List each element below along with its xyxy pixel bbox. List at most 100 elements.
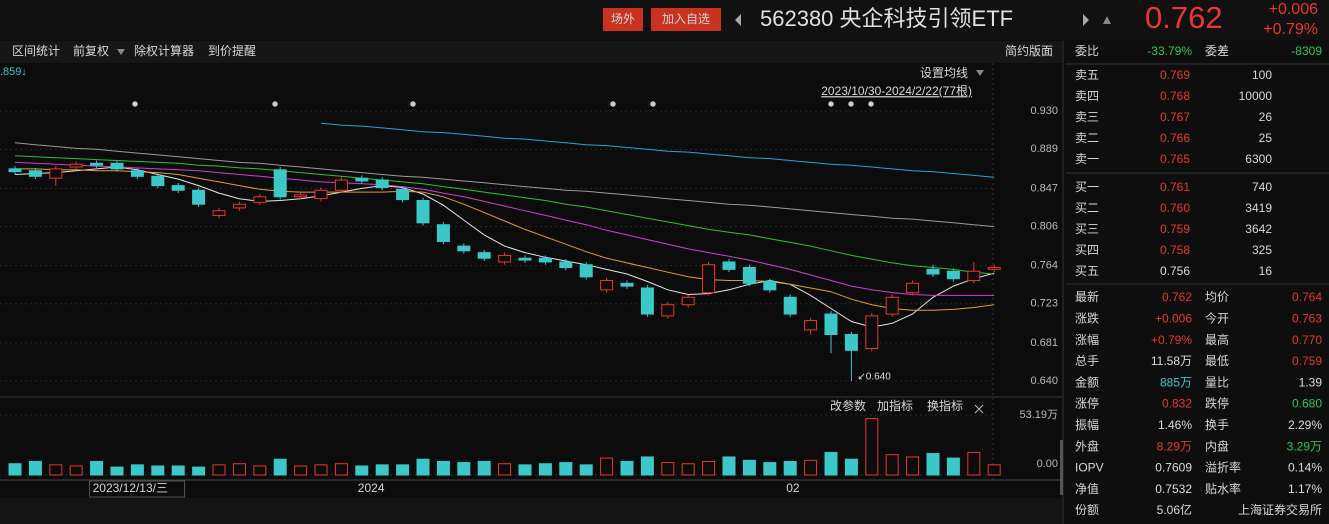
market-button-label[interactable]: 场外: [611, 12, 635, 26]
volume-bar: [212, 464, 226, 476]
indicator-button[interactable]: 加指标: [877, 398, 913, 413]
stat-label: 涨停: [1075, 396, 1099, 411]
stat-label: 金额: [1075, 374, 1099, 389]
volume-bar: [926, 453, 940, 476]
volume-bar: [457, 462, 471, 476]
book-volume: 3419: [1245, 201, 1272, 215]
toolbar-item[interactable]: 区间统计: [12, 44, 60, 58]
candle-body: [130, 170, 144, 177]
indicator-button[interactable]: 换指标: [927, 398, 963, 413]
candle-body: [722, 261, 736, 270]
book-price: 0.756: [1160, 264, 1190, 278]
change: +0.006: [1269, 1, 1318, 18]
stat-value: 8.29万: [1157, 439, 1192, 453]
volume-bar: [538, 463, 552, 476]
y-tick-label: 0.847: [1030, 182, 1058, 194]
scrollbar[interactable]: [0, 498, 1062, 524]
candle-body: [926, 268, 940, 275]
candle-body: [436, 224, 450, 242]
stat-value: 0.14%: [1288, 461, 1322, 475]
book-label: 卖四: [1075, 89, 1099, 103]
y-tick-label: 0.930: [1030, 105, 1058, 117]
volume-bar: [436, 460, 450, 476]
prev-arrow[interactable]: [735, 14, 741, 26]
alert-icon[interactable]: [1103, 16, 1111, 24]
side-panel: [1064, 41, 1329, 524]
candle-body: [90, 162, 104, 166]
market-button[interactable]: [603, 8, 643, 31]
next-arrow[interactable]: [1083, 14, 1089, 26]
volume-bar: [559, 462, 573, 476]
candle-body: [742, 267, 756, 284]
layout-button[interactable]: 简约版面: [1005, 43, 1053, 58]
stat-value: 0.7609: [1155, 461, 1192, 475]
volume-bar: [702, 460, 716, 476]
ma-line: [15, 168, 995, 311]
candle-body: [253, 196, 267, 203]
book-price: 0.759: [1160, 222, 1190, 236]
stat-label: 最高: [1205, 332, 1229, 347]
candle-body: [396, 188, 410, 201]
volume-bar: [232, 463, 246, 476]
book-volume: 325: [1252, 243, 1272, 257]
book-label: 买四: [1075, 243, 1099, 257]
candle-body: [620, 282, 634, 287]
volume-bar: [314, 464, 328, 476]
stat-value: 5.06亿: [1157, 502, 1192, 517]
book-volume: 25: [1259, 131, 1273, 145]
book-label: 买三: [1075, 222, 1099, 236]
watch-button-label[interactable]: 加入自选: [662, 12, 710, 26]
y-tick-label: 0.889: [1030, 143, 1058, 155]
volume-bar: [69, 465, 83, 476]
ma-dropdown[interactable]: [976, 70, 984, 76]
volume-bar: [661, 462, 675, 476]
candle-body: [416, 200, 430, 224]
book-label: 买二: [1075, 201, 1099, 215]
candle-body: [375, 179, 389, 188]
volume-bar: [273, 458, 287, 476]
candle-body: [192, 189, 206, 205]
indicator-button[interactable]: 改参数: [830, 398, 866, 413]
toolbar-item[interactable]: 到价提醒: [208, 43, 256, 58]
book-volume: 100: [1252, 68, 1272, 82]
book-label: 买一: [1075, 180, 1099, 194]
candle-body: [110, 162, 124, 170]
volume-bar: [49, 464, 63, 476]
candle-body: [498, 254, 512, 263]
ma-line: [14, 142, 995, 228]
stat-value: 0.759: [1292, 354, 1322, 368]
stat-value: 1.46%: [1158, 418, 1192, 432]
stars: [132, 101, 874, 107]
book-label: 买五: [1075, 264, 1099, 278]
stat-value: +0.006: [1155, 311, 1192, 325]
candle-body: [314, 189, 328, 200]
stat-label: 最新: [1075, 289, 1099, 304]
candle-body: [212, 210, 226, 216]
ma-setting[interactable]: 设置均线: [920, 66, 968, 80]
candle-body: [783, 296, 797, 315]
candle-body: [661, 304, 675, 317]
watch-button[interactable]: [651, 8, 721, 31]
candle-body: [232, 203, 246, 209]
stat-value: 0.762: [1162, 290, 1192, 304]
candle-body: [334, 179, 348, 191]
scroll-thumb[interactable]: [1060, 440, 1063, 495]
candle-body: [273, 169, 287, 198]
candle-body: [69, 163, 83, 168]
stat-label: 外盘: [1075, 438, 1099, 453]
toolbar-item[interactable]: 前复权: [73, 43, 109, 58]
book-volume: 6300: [1245, 152, 1272, 166]
y-tick-label: 0.723: [1030, 298, 1058, 310]
x-tick-label: 2023/12/13/三: [93, 481, 168, 495]
toolbar: [0, 41, 1062, 63]
volume-bar: [334, 463, 348, 476]
stat-label: 今开: [1205, 310, 1229, 325]
book-price: 0.758: [1160, 243, 1190, 257]
candle-body: [702, 264, 716, 294]
close-icon[interactable]: [974, 404, 984, 414]
ma-line: [14, 166, 995, 328]
volume-bar: [722, 456, 736, 476]
candle-body: [987, 267, 1001, 270]
toolbar-item[interactable]: 除权计算器: [134, 43, 194, 58]
volume-bar: [375, 464, 389, 476]
